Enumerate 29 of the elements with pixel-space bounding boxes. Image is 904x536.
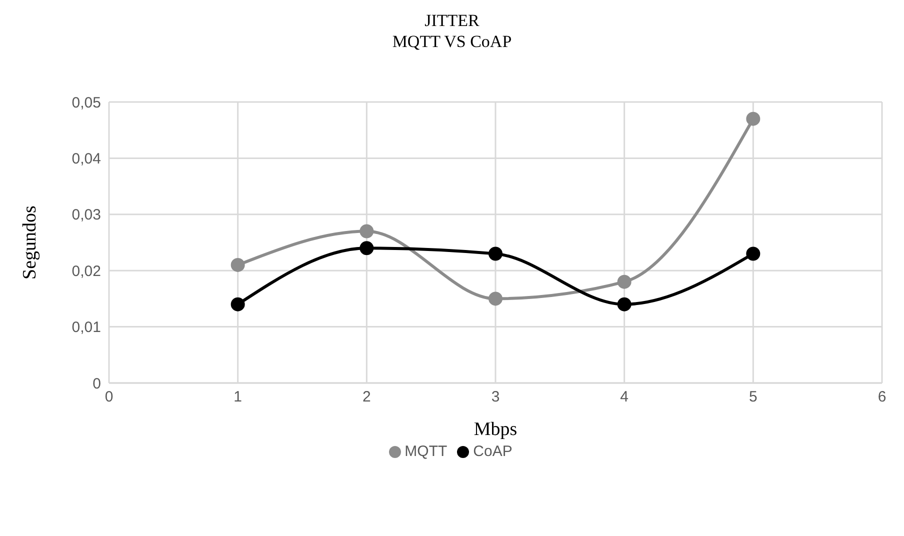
y-tick-label: 0 — [92, 375, 101, 392]
point — [230, 258, 245, 272]
x-tick-label: 4 — [620, 388, 629, 406]
point — [230, 297, 245, 312]
point — [360, 224, 374, 238]
y-tick-label: 0,05 — [72, 94, 101, 112]
y-tick-label: 0,01 — [72, 319, 101, 336]
x-tick-label: 6 — [878, 388, 886, 406]
chart-title: JITTER — [424, 10, 480, 31]
x-axis-title: Mbps — [474, 419, 518, 440]
point — [360, 241, 374, 256]
x-tick-label: 2 — [362, 388, 371, 406]
y-axis-title: Segundos — [20, 206, 41, 280]
point — [488, 292, 502, 306]
x-tick-label: 3 — [491, 388, 500, 406]
point — [746, 112, 760, 126]
y-tick-label: 0,04 — [72, 150, 101, 168]
point — [488, 246, 502, 261]
y-tick-label: 0,03 — [72, 206, 101, 224]
point — [617, 297, 632, 312]
y-tick-label: 0,02 — [72, 262, 101, 280]
point — [617, 274, 632, 289]
legend-label: MQTT — [404, 443, 448, 460]
legend-label: CoAP — [473, 443, 512, 460]
chart-subtitle: MQTT VS CoAP — [391, 31, 513, 52]
x-tick-label: 1 — [234, 388, 242, 406]
x-tick-label: 5 — [748, 388, 758, 406]
x-tick-label: 0 — [104, 388, 114, 406]
point — [746, 246, 760, 261]
